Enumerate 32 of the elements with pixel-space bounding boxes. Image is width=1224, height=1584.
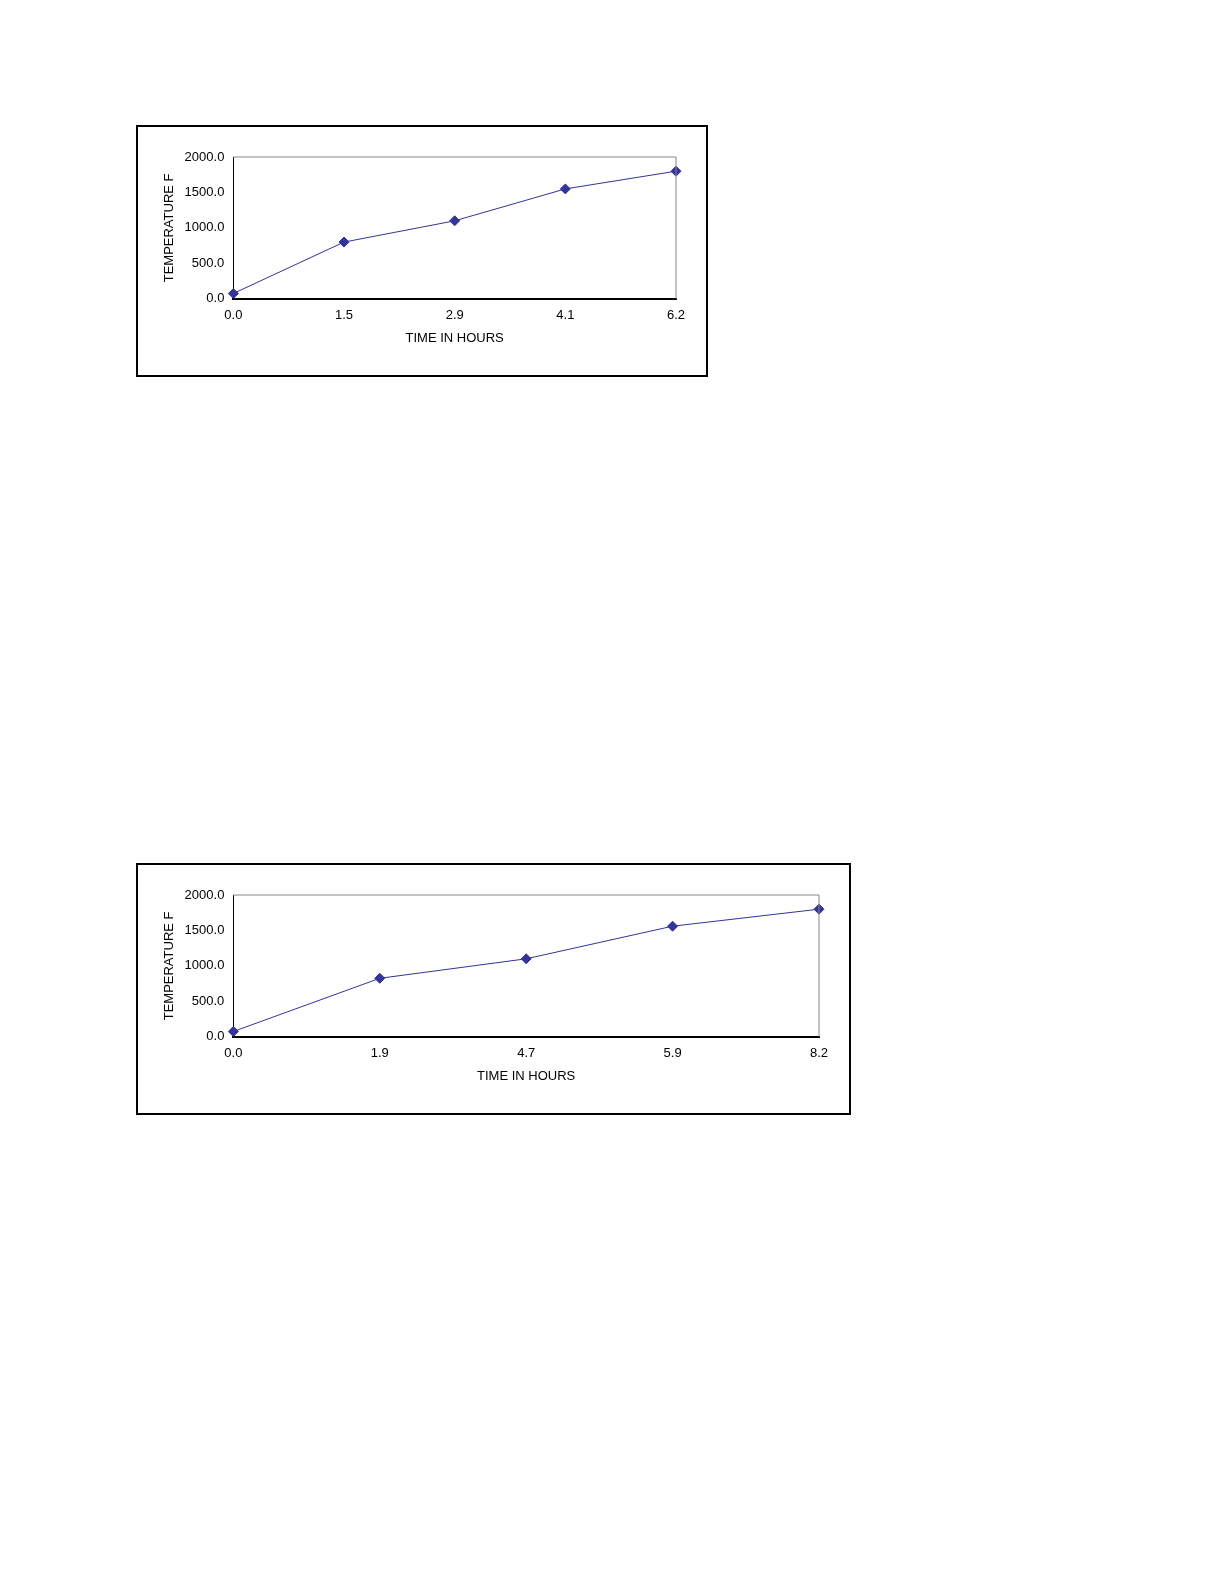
point — [227, 1025, 239, 1037]
y-tick-label: 500.0 — [191, 254, 225, 270]
point — [227, 287, 239, 299]
y-axis-title: TEMPERATURE F — [161, 173, 177, 283]
point — [520, 953, 532, 965]
x-tick-label: 8.2 — [809, 1045, 829, 1061]
y-tick-label: 500.0 — [191, 992, 225, 1008]
y-tick-label: 1000.0 — [184, 957, 225, 973]
y-tick-label: 1500.0 — [184, 184, 225, 200]
x-tick-label: 5.9 — [663, 1045, 682, 1061]
x-tick-label: 4.7 — [517, 1045, 536, 1061]
y-tick-label: 0.0 — [206, 1028, 225, 1044]
x-axis-title: TIME IN HOURS — [477, 1067, 576, 1083]
x-tick-label: 6.2 — [666, 307, 686, 323]
x-axis-title: TIME IN HOURS — [405, 329, 505, 345]
y-tick-label: 1000.0 — [184, 219, 225, 235]
point — [374, 972, 386, 984]
x-tick-label: 0.0 — [224, 307, 243, 323]
x-tick-label: 1.9 — [370, 1045, 389, 1061]
x-tick-label: 4.1 — [556, 307, 575, 323]
x-tick-label: 0.0 — [224, 1045, 243, 1061]
point — [667, 920, 679, 932]
y-tick-label: 1500.0 — [184, 922, 225, 938]
x-tick-label: 1.5 — [334, 307, 354, 323]
point — [559, 183, 571, 195]
y-tick-label: 0.0 — [206, 290, 225, 306]
x-tick-label: 2.9 — [445, 307, 464, 323]
y-axis-title: TEMPERATURE F — [161, 911, 177, 1021]
point — [338, 236, 350, 248]
y-tick-label: 2000.0 — [184, 148, 225, 164]
y-tick-label: 2000.0 — [184, 886, 225, 902]
point — [449, 215, 461, 227]
